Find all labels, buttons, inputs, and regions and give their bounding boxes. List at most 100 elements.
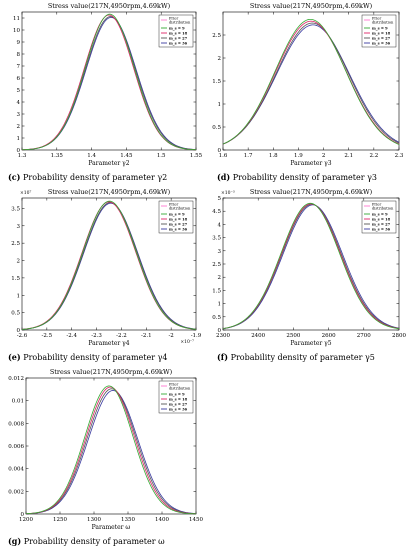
legend-label-e: m_s = 18: [169, 217, 188, 221]
x-tick-label-f: 2700: [357, 333, 371, 339]
x-tick-label-e: -2.2: [116, 333, 127, 339]
x-tick-label-e: -2.4: [66, 333, 77, 339]
x-tick-label-f: 2400: [251, 333, 265, 339]
caption-letter-g: (g): [8, 536, 22, 546]
y-tick-label-f: 2: [218, 275, 222, 281]
chart-svg-f: Stress value(217N,4950rpm,4.69kW) 2300 240…: [212, 188, 406, 347]
x-tick-label-d: 2.3: [395, 153, 404, 159]
x-tick-label-e: -2.3: [91, 333, 102, 339]
y-tick-label-c: 3: [17, 112, 21, 118]
legend-label-e: m_s = 9: [169, 212, 185, 216]
y-tick-label-f: 3: [218, 249, 222, 255]
y-tick-label-d: 1: [218, 102, 222, 108]
chart-panel-e: Stress value(217N,4950rpm,4.69kW) -2.6 -2.…: [0, 186, 203, 366]
series-line-d: [222, 18, 400, 145]
y-tick-label-c: 9: [17, 40, 21, 46]
y-tick-label-f: 3.5: [212, 236, 221, 242]
x-tick-label-e: -2.1: [141, 333, 152, 339]
legend-label-d: m_s = 36: [372, 41, 391, 45]
legend-label-d: m_s = 9: [372, 26, 388, 30]
legend-label-prior-2-c: distribution: [169, 21, 191, 25]
y-tick-label-e: 0.5: [11, 311, 20, 317]
y-tick-label-d: 2: [218, 56, 222, 62]
caption-g: (g) Probability density of parameter ω: [8, 536, 165, 546]
series-line-e: [21, 200, 197, 330]
caption-letter-d: (d): [217, 172, 231, 182]
y-tick-label-g: 0.012: [8, 376, 24, 382]
y-tick-label-f: 2.5: [212, 262, 221, 268]
chart-panel-d: Stress value(217N,4950rpm,4.69kW) 1.6 1.7 1…: [203, 0, 406, 186]
y-tick-label-e: 3: [17, 224, 21, 230]
caption-c: (c) Probability density of parameter γ2: [8, 172, 167, 182]
y-tick-label-g: 0: [21, 512, 25, 518]
legend-label-g: m_s = 36: [169, 407, 188, 411]
x-tick-label-e: -1.9: [191, 333, 202, 339]
x-axis-label-d: Parameter γ3: [290, 160, 331, 167]
caption-text-g: Probability density of parameter ω: [23, 537, 165, 546]
y-tick-label-c: 5: [17, 88, 21, 94]
x-axis-label-e: Parameter γ4: [88, 340, 129, 347]
chart-svg-c: Stress value(217N,4950rpm,4.69kW) 1.3 1.35…: [13, 2, 203, 167]
x-axis-label-f: Parameter γ5: [290, 340, 331, 347]
legend-label-g: m_s = 27: [169, 402, 188, 406]
y-tick-label-g: 0.008: [8, 421, 24, 427]
series-line-f: [222, 204, 400, 330]
x-tick-label-f: 2800: [392, 333, 406, 339]
plot-frame-e: [21, 197, 197, 331]
legend-label-f: m_s = 18: [372, 217, 391, 221]
y-tick-label-c: 1: [17, 136, 21, 142]
legend-label-prior-2-e: distribution: [169, 207, 191, 211]
x-tick-label-d: 1.6: [219, 153, 228, 159]
y-tick-label-d: 1.5: [212, 79, 221, 85]
x-tick-label-d: 2.2: [369, 153, 378, 159]
x-tick-label-c: 1.45: [120, 153, 133, 159]
x-tick-label-e: -2.6: [17, 333, 28, 339]
y-tick-label-e: 1: [17, 293, 21, 299]
legend-label-prior-d: Prior: [372, 17, 381, 21]
plot-frame-c: [21, 11, 197, 151]
y-exponent-e: ×10⁷: [20, 190, 31, 196]
legend-label-prior-c: Prior: [169, 17, 178, 21]
series-line-g: [25, 388, 197, 515]
x-tick-label-g: 1350: [121, 517, 135, 523]
legend-label-d: m_s = 18: [372, 31, 391, 35]
y-tick-label-c: 8: [17, 52, 21, 58]
caption-text-d: Probability density of parameter γ3: [232, 173, 377, 182]
x-tick-label-f: 2300: [216, 333, 230, 339]
chart-svg-d: Stress value(217N,4950rpm,4.69kW) 1.6 1.7 1…: [212, 2, 404, 167]
y-tick-label-f: 1.5: [212, 288, 221, 294]
legend-label-f: m_s = 9: [372, 212, 388, 216]
legend-label-c: m_s = 18: [169, 31, 188, 35]
y-tick-label-c: 0: [17, 148, 21, 154]
y-tick-label-c: 4: [17, 100, 21, 106]
x-tick-label-e: -2: [168, 333, 173, 339]
y-tick-label-f: 0.5: [212, 315, 221, 321]
chart-title-d: Stress value(217N,4950rpm,4.69kW): [250, 2, 373, 10]
legend-label-f: m_s = 27: [372, 222, 391, 226]
x-tick-label-d: 1.8: [269, 153, 278, 159]
chart-title-f: Stress value(217N,4950rpm,4.69kW): [250, 188, 373, 196]
chart-panel-c: Stress value(217N,4950rpm,4.69kW) 1.3 1.35…: [0, 0, 203, 186]
x-tick-label-f: 2600: [322, 333, 336, 339]
x-tick-label-d: 1.7: [244, 153, 253, 159]
x-exponent-e: ×10⁻⁷: [180, 339, 194, 345]
caption-d: (d) Probability density of parameter γ3: [217, 172, 377, 182]
y-tick-label-f: 1: [218, 302, 222, 308]
y-tick-label-c: 11: [13, 16, 20, 22]
x-tick-label-c: 1.5: [157, 153, 166, 159]
series-line-f: [222, 202, 400, 330]
x-tick-label-g: 1250: [53, 517, 67, 523]
legend-label-prior-f: Prior: [372, 203, 381, 207]
x-axis-label-c: Parameter γ2: [88, 160, 129, 167]
caption-text-c: Probability density of parameter γ2: [23, 173, 168, 182]
y-tick-label-f: 5: [218, 196, 222, 202]
chart-panel-f: Stress value(217N,4950rpm,4.69kW) 2300 240…: [203, 186, 406, 366]
y-tick-label-e: 3.5: [11, 206, 20, 212]
x-tick-label-c: 1.35: [51, 153, 64, 159]
x-tick-label-d: 2.1: [344, 153, 353, 159]
chart-title-c: Stress value(217N,4950rpm,4.69kW): [48, 2, 171, 10]
